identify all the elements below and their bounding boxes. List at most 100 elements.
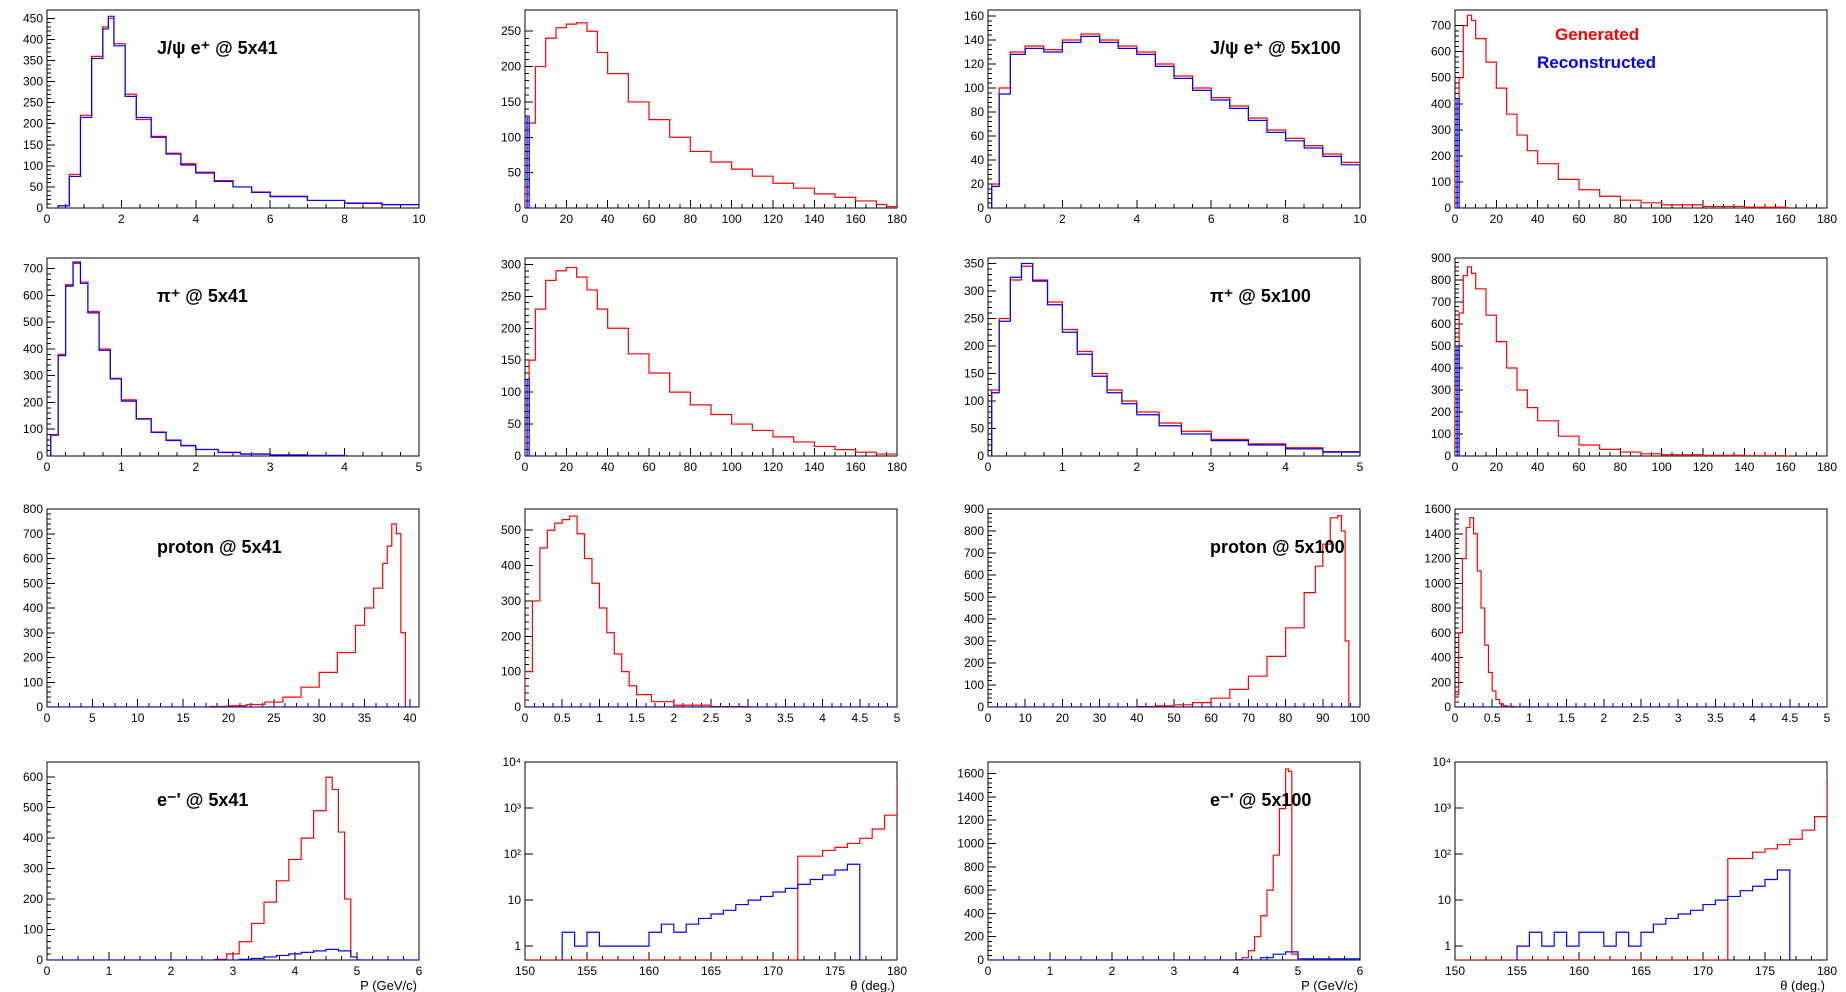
y-tick-label: 200 [1431, 149, 1451, 163]
x-tick-label: 0 [44, 711, 51, 725]
x-tick-label: 150 [515, 964, 535, 978]
y-tick-label: 900 [1431, 251, 1451, 265]
y-tick-label: 1200 [957, 813, 984, 827]
series-reconstructed [988, 951, 1360, 960]
x-tick-label: 3.5 [777, 711, 794, 725]
series-reconstructed [1455, 97, 1465, 208]
x-tick-label: 60 [1572, 212, 1586, 226]
x-tick-label: 100 [1652, 460, 1672, 474]
x-tick-label: 5 [1824, 711, 1831, 725]
panel-r3c3: 0 10 20 30 40 50 60 70 80 90 100 0 100 200 300 400 500 60… [964, 502, 1370, 725]
y-tick-label: 0 [514, 700, 521, 714]
y-tick-label: 400 [964, 612, 984, 626]
x-tick-label: 175 [825, 964, 845, 978]
x-tick-label: 4 [192, 212, 199, 226]
x-tick-label: 0 [522, 212, 529, 226]
series-reconstructed [47, 948, 419, 960]
y-tick-label: 600 [964, 883, 984, 897]
y-tick-label: 100 [964, 394, 984, 408]
x-tick-label: 180 [887, 964, 907, 978]
x-tick-label: 10 [1019, 711, 1033, 725]
x-tick-label: 140 [1734, 460, 1754, 474]
series-generated [525, 780, 897, 960]
y-tick-label: 0 [36, 201, 43, 215]
y-tick-label: 200 [23, 651, 43, 665]
x-tick-label: 6 [416, 964, 423, 978]
x-tick-label: 165 [1631, 964, 1651, 978]
y-tick-label: 300 [964, 634, 984, 648]
y-tick-label: 600 [23, 552, 43, 566]
x-tick-label: 15 [176, 711, 190, 725]
y-tick-label: 100 [23, 675, 43, 689]
x-tick-label: 0 [1452, 460, 1459, 474]
y-tick-label: 0 [977, 953, 984, 967]
x-axis-title: θ (deg.) [1780, 978, 1825, 992]
panel-r3c1: 0 5 10 15 20 25 30 35 40010020030040050060070080… [23, 502, 420, 725]
x-tick-label: 4.5 [1781, 711, 1798, 725]
x-tick-label: 3 [267, 460, 274, 474]
x-tick-label: 170 [763, 964, 783, 978]
x-tick-label: 20 [560, 460, 574, 474]
x-tick-label: 80 [1614, 460, 1628, 474]
y-tick-label: 500 [501, 523, 521, 537]
x-tick-label: 80 [684, 212, 698, 226]
y-tick-label: 300 [23, 626, 43, 640]
x-tick-label: 160 [1569, 964, 1589, 978]
x-tick-label: 60 [1572, 460, 1586, 474]
x-tick-label: 140 [1734, 212, 1754, 226]
y-tick-label: 0 [514, 449, 521, 463]
series-generated [209, 523, 410, 707]
x-tick-label: 60 [642, 212, 656, 226]
y-tick-label: 40 [971, 153, 985, 167]
x-tick-label: 1 [596, 711, 603, 725]
x-tick-label: 20 [222, 711, 236, 725]
y-tick-label: 200 [23, 892, 43, 906]
y-tick-label: 350 [23, 54, 43, 68]
y-tick-label: 700 [23, 527, 43, 541]
x-tick-label: 180 [1817, 964, 1837, 978]
y-tick-label: 200 [501, 60, 521, 74]
x-tick-label: 2 [670, 711, 677, 725]
y-tick-label: 250 [501, 24, 521, 38]
x-tick-label: 100 [1350, 711, 1370, 725]
series-generated [1455, 517, 1534, 707]
plot-frame [524, 9, 898, 209]
y-tick-label: 150 [501, 353, 521, 367]
y-tick-label: 400 [501, 559, 521, 573]
panel-r2c4: 0 20 40 60 80 100 120 140 160 180 0 100 200 300 400 500… [1431, 251, 1837, 474]
y-tick-label: 100 [23, 159, 43, 173]
y-tick-label: 500 [23, 315, 43, 329]
y-tick-label: 200 [964, 930, 984, 944]
series-generated [1235, 768, 1302, 960]
panel-r2c2: 0 20 40 60 80 100 120 140 160 180 0 50 100 150 200 250 3… [501, 257, 907, 474]
x-tick-label: 120 [1693, 212, 1713, 226]
y-tick-label: 300 [1431, 123, 1451, 137]
y-tick-label: 300 [501, 257, 521, 271]
x-tick-label: 3 [745, 711, 752, 725]
series-reconstructed [525, 378, 537, 456]
y-tick-label: 800 [1431, 601, 1451, 615]
x-tick-label: 3 [230, 964, 237, 978]
plot-frame [1454, 9, 1828, 209]
legend-reconstructed: Reconstructed [1537, 53, 1656, 72]
x-tick-label: 6 [267, 212, 274, 226]
x-tick-label: 80 [1279, 711, 1293, 725]
y-tick-label: 1600 [957, 767, 984, 781]
x-tick-label: 40 [1531, 212, 1545, 226]
y-tick-label: 80 [971, 105, 985, 119]
x-tick-label: 160 [1776, 212, 1796, 226]
y-tick-label: 10³ [1434, 801, 1451, 815]
x-tick-label: 60 [1205, 711, 1219, 725]
x-tick-label: 140 [804, 460, 824, 474]
y-tick-label: 0 [977, 201, 984, 215]
y-tick-label: 0 [514, 201, 521, 215]
x-tick-label: 20 [1490, 212, 1504, 226]
x-tick-label: 5 [894, 711, 901, 725]
x-tick-label: 140 [804, 212, 824, 226]
y-tick-label: 300 [23, 369, 43, 383]
x-tick-label: 4 [292, 964, 299, 978]
x-tick-label: 4 [1282, 460, 1289, 474]
panel-r1c4: 0 20 40 60 80 100 120 140 160 180 0 100 200 300 400 500… [1431, 9, 1837, 226]
x-tick-label: 4 [1133, 212, 1140, 226]
